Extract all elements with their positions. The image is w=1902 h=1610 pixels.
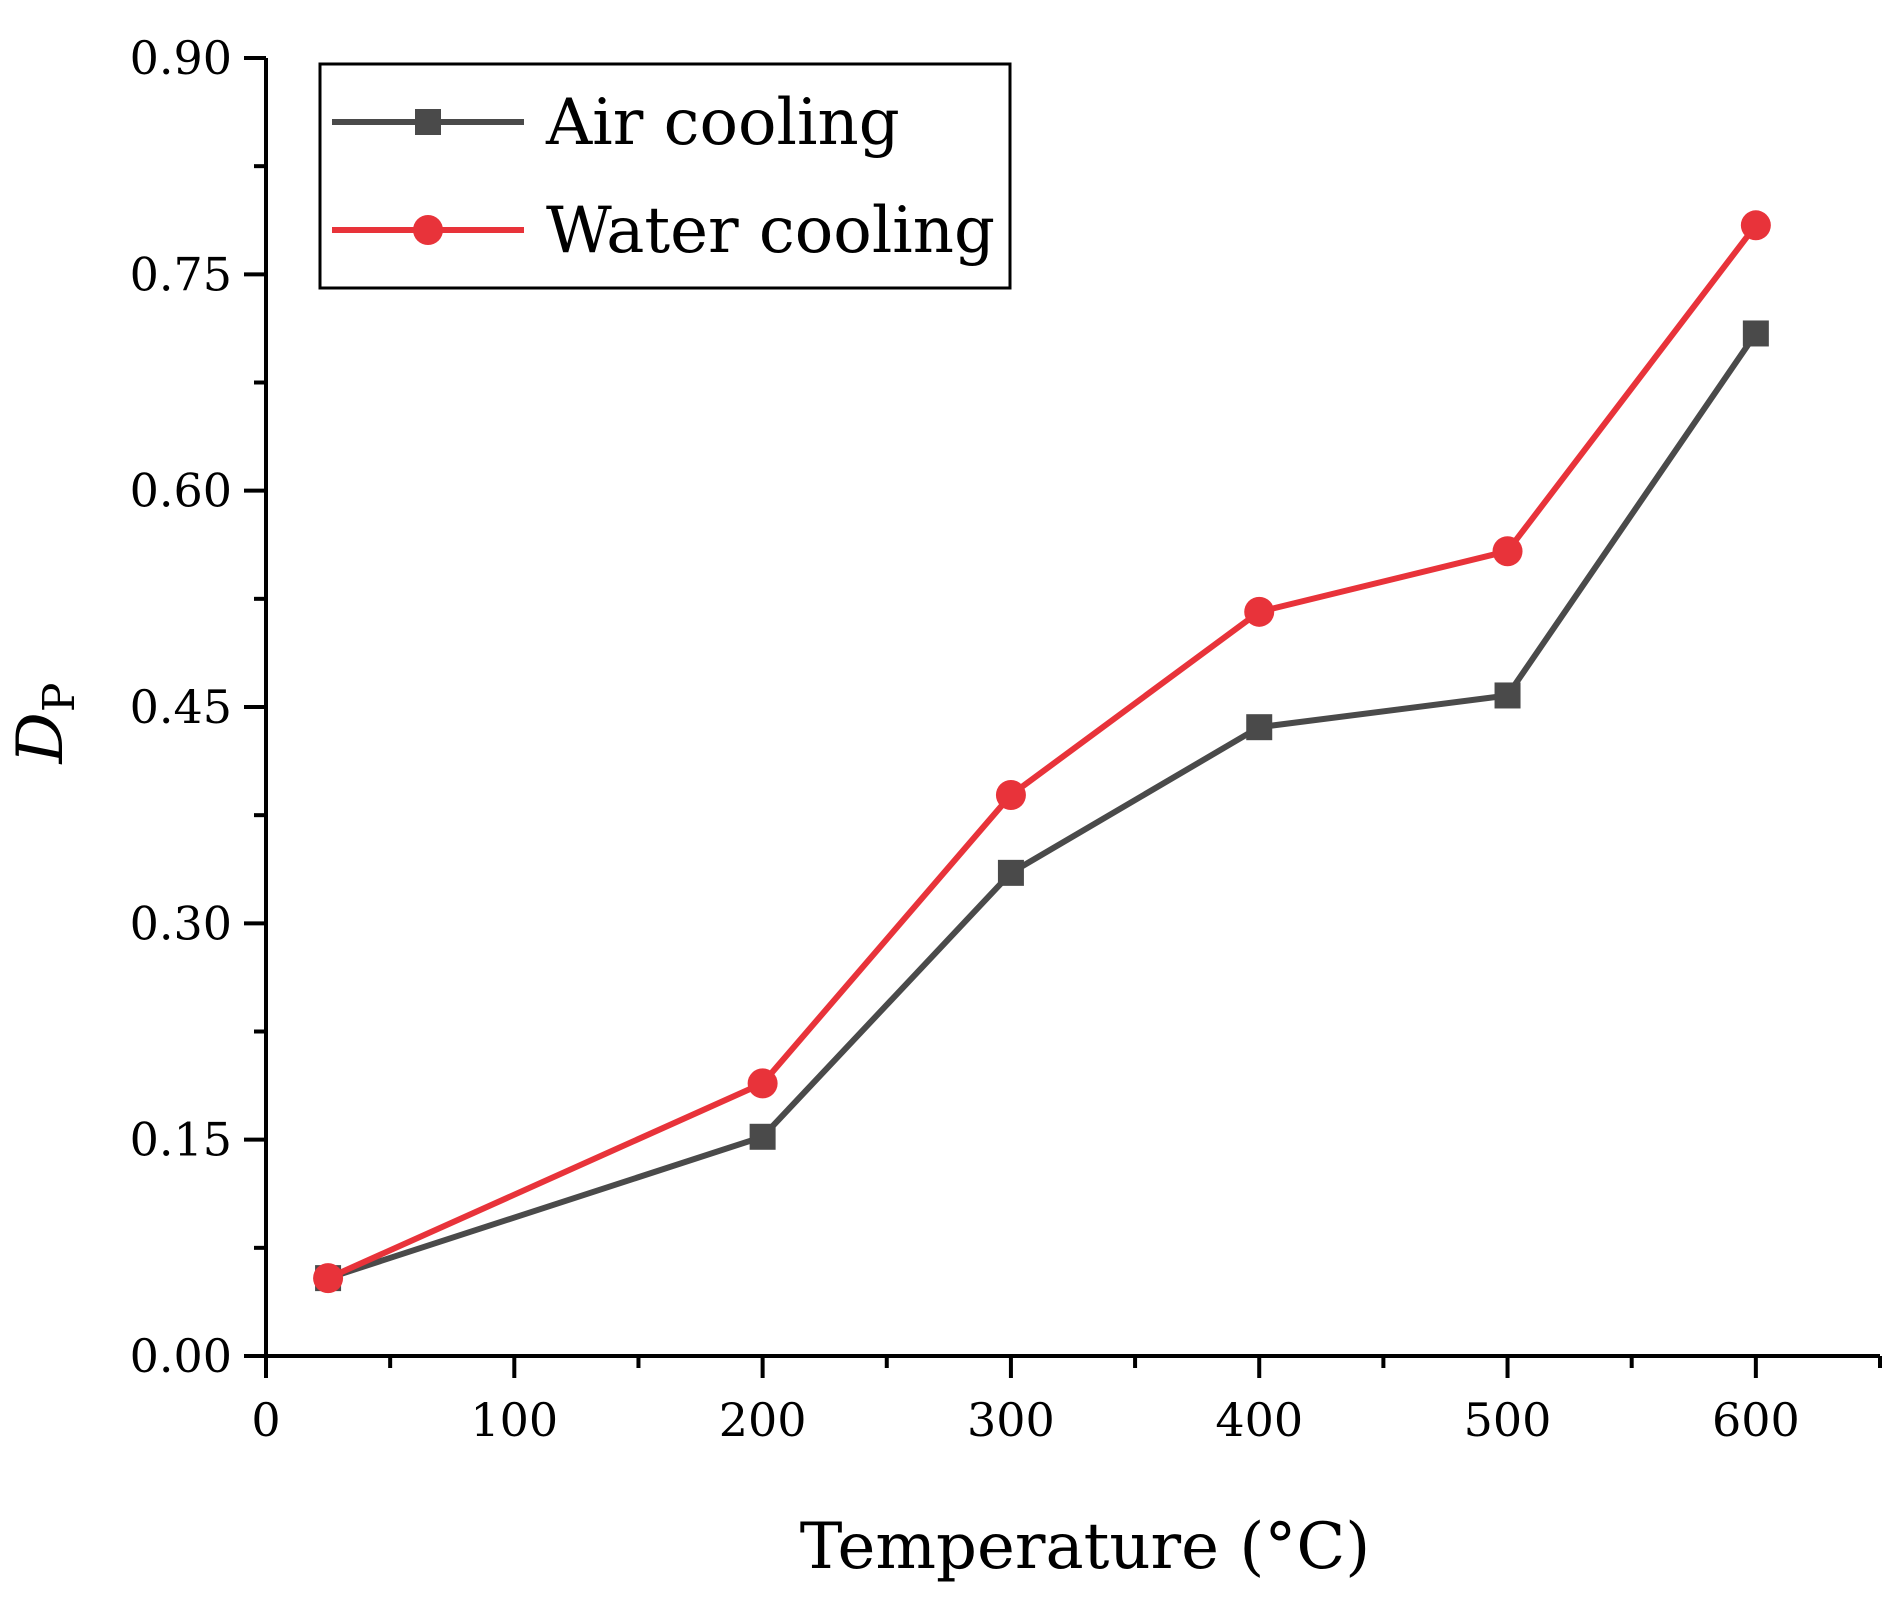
legend-marker xyxy=(413,215,443,245)
series-line xyxy=(326,223,1759,1281)
x-tick-label: 600 xyxy=(1712,1393,1800,1447)
data-point xyxy=(749,1123,776,1150)
x-tick-label: 400 xyxy=(1215,1393,1303,1447)
y-axis-title: DP xyxy=(4,683,85,765)
y-axis-title-subscript: P xyxy=(34,683,85,713)
y-tick-label: 0.75 xyxy=(130,247,232,301)
x-tick-label: 500 xyxy=(1464,1393,1552,1447)
data-point xyxy=(1492,536,1523,567)
legend: Air cooling Water cooling xyxy=(318,62,1012,290)
legend-label: Water cooling xyxy=(546,194,995,268)
axis-ticks: 0 100 200 300 400 500 600 0.00 0.15 0.30 0.45 0.60 0… xyxy=(130,31,1882,1447)
series-water-cooling xyxy=(313,210,1771,1294)
x-tick-label: 100 xyxy=(470,1393,558,1447)
y-tick-label: 0.45 xyxy=(130,680,232,734)
legend-box xyxy=(318,62,1012,290)
series-layer xyxy=(313,210,1771,1294)
y-tick-label: 0.30 xyxy=(130,896,232,950)
data-point xyxy=(1244,596,1275,627)
y-tick-label: 0.60 xyxy=(130,464,232,518)
data-point xyxy=(313,1263,344,1294)
data-point xyxy=(1246,714,1273,741)
x-tick-label: 300 xyxy=(967,1393,1055,1447)
x-axis-title: Temperature (°C) xyxy=(800,1510,1371,1584)
series-line xyxy=(327,331,1759,1281)
data-point xyxy=(997,859,1024,886)
data-point xyxy=(1740,210,1771,241)
y-axis-title-main: D xyxy=(4,712,78,764)
data-point xyxy=(1742,320,1769,347)
y-tick-label: 0.00 xyxy=(130,1329,232,1383)
series-air-cooling xyxy=(315,320,1769,1292)
legend-marker xyxy=(415,109,441,135)
legend-label: Air cooling xyxy=(545,86,900,160)
data-point xyxy=(747,1068,778,1099)
x-tick-label: 200 xyxy=(719,1393,807,1447)
data-point xyxy=(1494,682,1521,709)
x-tick-label: 0 xyxy=(251,1393,280,1447)
data-point xyxy=(995,779,1026,810)
y-tick-label: 0.90 xyxy=(130,31,232,85)
y-tick-label: 0.15 xyxy=(130,1113,232,1167)
